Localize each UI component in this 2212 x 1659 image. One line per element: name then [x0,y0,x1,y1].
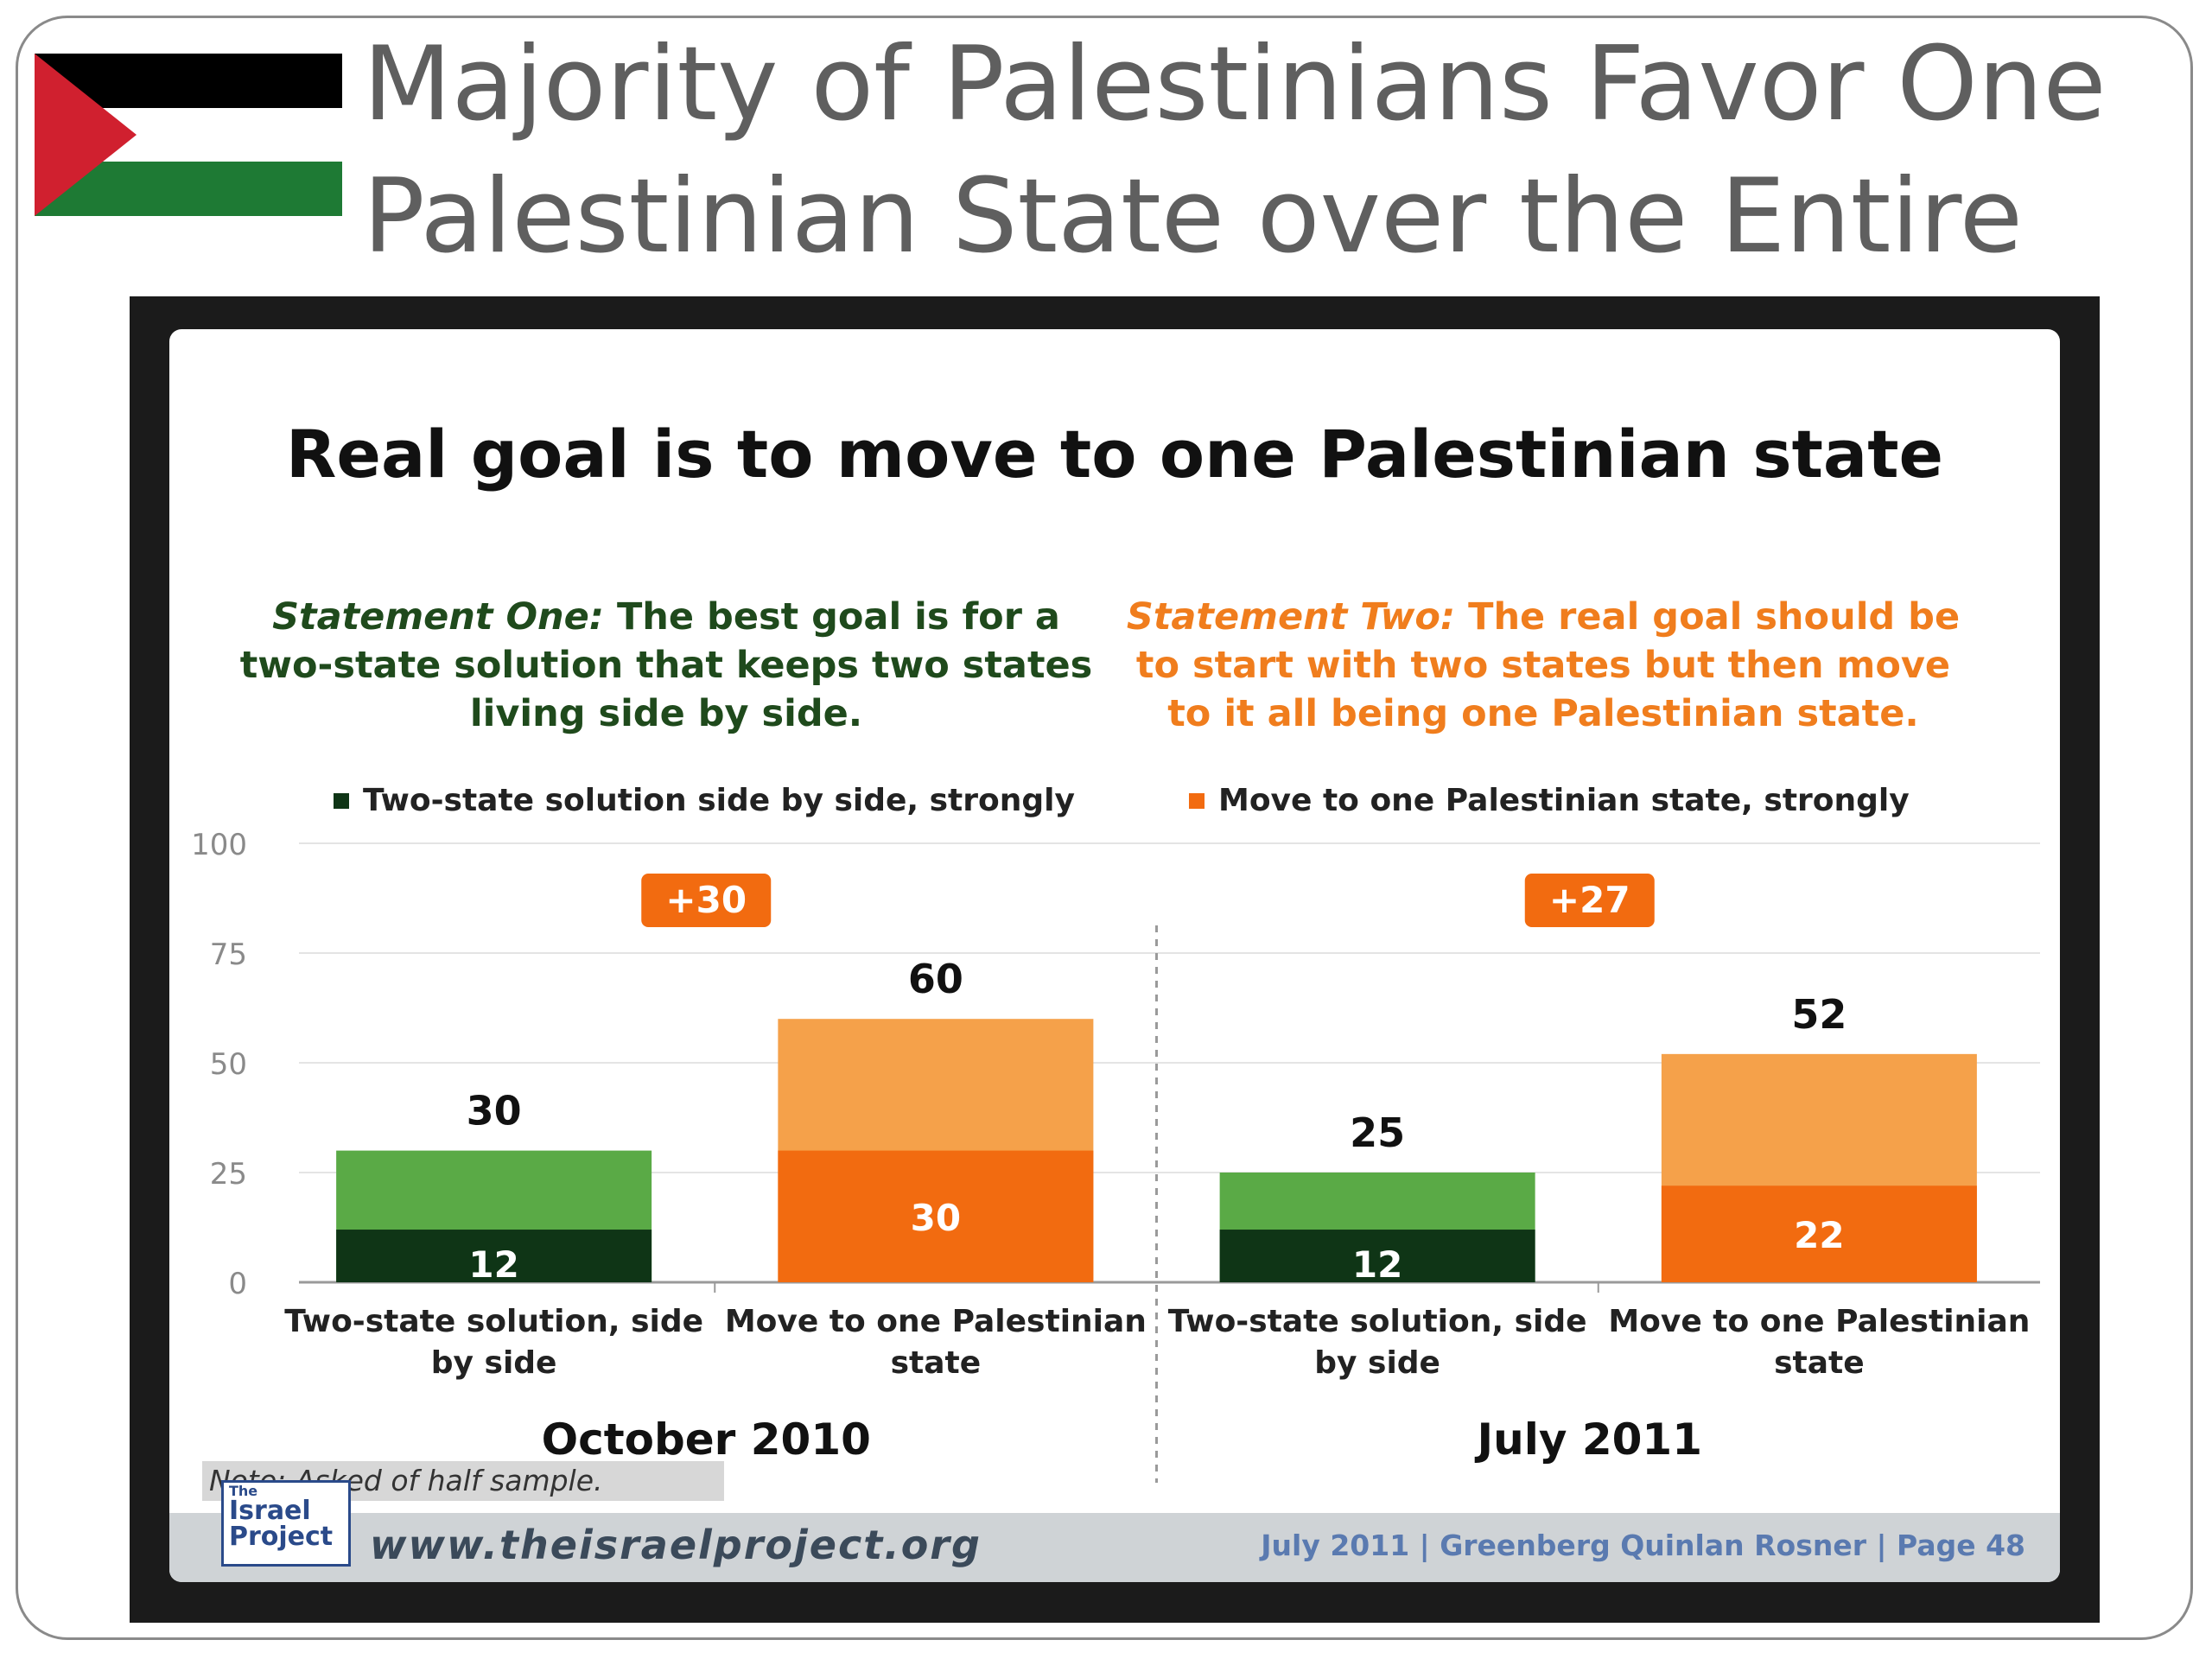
flag-triangle-red [35,54,137,216]
chart-card: Real goal is to move to one Palestinian … [169,329,2060,1582]
bar-chart: 0 25 50 75 100 30 12 Two-state solution, side by… [191,828,2040,1483]
logo-line3: Project [229,1522,334,1552]
difference-badge-label: +30 [665,879,747,921]
difference-badge [1524,874,1655,927]
data-label-total: 52 [1791,991,1847,1038]
statement-one-text: The best goal is for a two-state solutio… [239,595,1093,735]
y-tick-label: 50 [210,1047,247,1082]
x-category-label: Move to one Palestinian [1608,1304,2030,1339]
embedded-chart-image: Real goal is to move to one Palestinian … [130,296,2100,1623]
palestinian-flag-icon [35,54,342,216]
data-label-strongly: 12 [1352,1243,1402,1286]
x-category-label: Two-state solution, side [284,1304,703,1339]
group-label: October 2010 [542,1414,871,1465]
bar-strongly [336,1230,652,1282]
difference-badge-label: +27 [1549,879,1630,921]
x-category-label: Move to one Palestinian [725,1304,1147,1339]
statement-two-label: Statement Two: [1126,595,1456,639]
statement-one-label: Statement One: [272,595,604,639]
data-label-total: 60 [908,956,963,1002]
legend-swatch-one-state [1189,792,1205,809]
statement-two-text: The real goal should be to start with tw… [1135,595,1961,735]
logo-line2: Israel [229,1496,311,1526]
footer-url: www.theisraelproject.org [370,1522,982,1568]
data-label-strongly: 30 [911,1197,961,1239]
bar-strongly [1661,1185,1977,1282]
x-category-label: Two-state solution, side [1168,1304,1587,1339]
legend-swatch-two-state [334,792,349,809]
bar-strongly [778,1150,1094,1282]
logo-line1: The [229,1483,258,1499]
y-tick-label: 0 [228,1267,247,1301]
x-category-label: state [891,1345,982,1381]
slide-title-line1: Majority of Palestinians Favor One [363,25,2107,144]
y-tick-label: 100 [191,828,247,862]
footer-credits: July 2011 | Greenberg Quinlan Rosner | P… [1261,1529,2025,1562]
statement-two: Statement Two: The real goal should be t… [1111,593,1975,738]
data-label-total: 30 [467,1088,522,1135]
israel-project-logo: The Israel Project [221,1480,351,1567]
difference-badge [641,874,772,927]
chart-title: Real goal is to move to one Palestinian … [285,416,1944,493]
data-label-total: 25 [1350,1109,1405,1156]
y-tick-label: 75 [210,938,247,972]
x-category-label: by side [1314,1345,1440,1381]
statement-one: Statement One: The best goal is for a tw… [234,593,1098,738]
data-label-strongly: 22 [1794,1214,1844,1256]
legend-label-one-state: Move to one Palestinian state, strongly [1218,783,1910,818]
data-label-strongly: 12 [468,1243,518,1286]
bar-strongly [1219,1230,1535,1282]
legend-item-two-state: Two-state solution side by side, strongl… [334,783,1075,818]
footer-bar [169,1513,2060,1582]
group-label: July 2011 [1475,1414,1703,1465]
legend-item-one-state: Move to one Palestinian state, strongly [1189,783,1910,818]
legend-label-two-state: Two-state solution side by side, strongl… [363,783,1075,818]
y-tick-label: 25 [210,1157,247,1192]
x-category-label: state [1774,1345,1865,1381]
x-category-label: by side [431,1345,557,1381]
